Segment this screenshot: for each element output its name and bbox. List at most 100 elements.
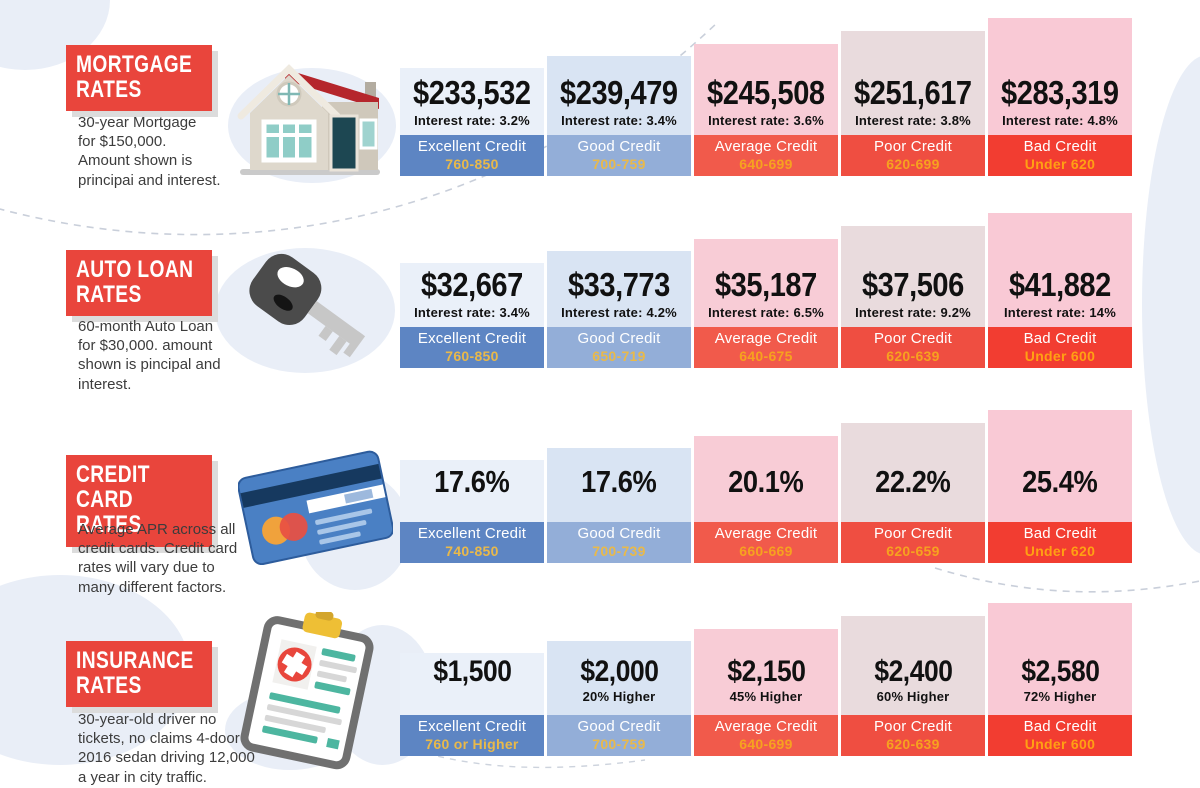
- value-column: $2,150 45% Higher Average Credit 640-699: [694, 603, 838, 756]
- rate-subtitle: Interest rate: 3.6%: [708, 113, 824, 128]
- value-card: $2,150 45% Higher: [694, 629, 838, 715]
- tier-footer: Excellent Credit 760 or Higher: [400, 715, 544, 756]
- value-column: $32,667 Interest rate: 3.4% Excellent Cred…: [400, 213, 544, 368]
- credit-range: 620-639: [886, 348, 940, 364]
- tier-name: Bad Credit: [1023, 138, 1097, 155]
- price-value: $41,882: [1009, 266, 1111, 304]
- value-column: $2,400 60% Higher Poor Credit 620-639: [841, 603, 985, 756]
- rate-subtitle: 45% Higher: [729, 689, 803, 704]
- tier-name: Poor Credit: [873, 718, 953, 735]
- value-card: 20.1%: [694, 436, 838, 522]
- credit-range: 700-759: [592, 736, 646, 752]
- rate-subtitle: 60% Higher: [876, 689, 950, 704]
- tier-name: Excellent Credit: [417, 330, 527, 347]
- tier-name: Bad Credit: [1023, 525, 1097, 542]
- credit-range: Under 620: [1024, 543, 1096, 559]
- background-blob: [1142, 55, 1200, 555]
- price-value: $2,000: [579, 654, 659, 688]
- row-description: Average APR across all credit cards. Cre…: [78, 521, 238, 596]
- value-card: $251,617 Interest rate: 3.8%: [841, 31, 985, 135]
- value-card: 17.6%: [400, 460, 544, 522]
- credit-range: 700-739: [592, 543, 646, 559]
- row-title: CREDIT CARD RATES: [76, 461, 150, 539]
- rate-subtitle: Interest rate: 4.2%: [561, 305, 677, 320]
- credit-range: 620-699: [886, 156, 940, 172]
- credit-range: Under 600: [1024, 736, 1096, 752]
- tier-name: Average Credit: [714, 330, 818, 347]
- auto-loan-columns: $32,667 Interest rate: 3.4% Excellent Cred…: [400, 213, 1138, 368]
- price-value: 17.6%: [581, 464, 657, 500]
- tier-footer: Excellent Credit 760-850: [400, 135, 544, 176]
- price-value: $2,150: [726, 654, 806, 688]
- value-column: $245,508 Interest rate: 3.6% Average Credi…: [694, 18, 838, 176]
- value-column: $33,773 Interest rate: 4.2% Good Credit 650…: [547, 213, 691, 368]
- value-column: 17.6% Excellent Credit 740-850: [400, 410, 544, 563]
- tier-footer: Poor Credit 620-639: [841, 327, 985, 368]
- value-column: $41,882 Interest rate: 14% Bad Credit Under…: [988, 213, 1132, 368]
- price-value: $35,187: [715, 266, 817, 304]
- tier-name: Poor Credit: [873, 330, 953, 347]
- tier-footer: Bad Credit Under 620: [988, 522, 1132, 563]
- rate-subtitle: Interest rate: 3.8%: [855, 113, 971, 128]
- credit-range: 640-675: [739, 348, 793, 364]
- tier-footer: Excellent Credit 760-850: [400, 327, 544, 368]
- value-card: 17.6%: [547, 448, 691, 522]
- value-card: $33,773 Interest rate: 4.2%: [547, 251, 691, 327]
- tier-footer: Poor Credit 620-659: [841, 522, 985, 563]
- credit-range: Under 620: [1024, 156, 1096, 172]
- tier-footer: Average Credit 640-699: [694, 715, 838, 756]
- rate-subtitle: Interest rate: 6.5%: [708, 305, 824, 320]
- tier-footer: Good Credit 650-719: [547, 327, 691, 368]
- value-column: $1,500 Excellent Credit 760 or Higher: [400, 603, 544, 756]
- tier-footer: Average Credit 660-669: [694, 522, 838, 563]
- value-card: 22.2%: [841, 423, 985, 522]
- auto-loan-title-box: AUTO LOAN RATES: [66, 250, 212, 317]
- insurance-columns: $1,500 Excellent Credit 760 or Higher $2,00…: [400, 603, 1138, 756]
- value-column: 17.6% Good Credit 700-739: [547, 410, 691, 563]
- credit-range: 740-850: [445, 543, 499, 559]
- value-column: 22.2% Poor Credit 620-659: [841, 410, 985, 563]
- price-value: $37,506: [862, 266, 964, 304]
- value-column: $233,532 Interest rate: 3.2% Excellent Cre…: [400, 18, 544, 176]
- price-value: $233,532: [413, 74, 531, 112]
- mortgage-title-box: MORTGAGE RATES: [66, 45, 212, 112]
- rate-subtitle: 20% Higher: [582, 689, 656, 704]
- value-card: $32,667 Interest rate: 3.4%: [400, 263, 544, 327]
- credit-range: 650-719: [592, 348, 646, 364]
- rate-subtitle: Interest rate: 14%: [1004, 305, 1116, 320]
- row-title: MORTGAGE RATES: [76, 51, 193, 104]
- value-card: $283,319 Interest rate: 4.8%: [988, 18, 1132, 135]
- tier-name: Poor Credit: [873, 525, 953, 542]
- price-value: $1,500: [432, 654, 512, 688]
- price-value: $32,667: [421, 266, 523, 304]
- tier-name: Excellent Credit: [417, 718, 527, 735]
- value-column: $2,000 20% Higher Good Credit 700-759: [547, 603, 691, 756]
- value-column: $37,506 Interest rate: 9.2% Poor Credit 620…: [841, 213, 985, 368]
- value-card: $2,400 60% Higher: [841, 616, 985, 715]
- price-value: 17.6%: [434, 464, 510, 500]
- tier-name: Excellent Credit: [417, 525, 527, 542]
- credit-range: 620-659: [886, 543, 940, 559]
- mortgage-columns: $233,532 Interest rate: 3.2% Excellent Cre…: [400, 18, 1138, 176]
- row-description: 60-month Auto Loan for $30,000. amount s…: [78, 318, 221, 393]
- value-column: $283,319 Interest rate: 4.8% Bad Credit Und…: [988, 18, 1132, 176]
- value-column: 25.4% Bad Credit Under 620: [988, 410, 1132, 563]
- rate-subtitle: Interest rate: 9.2%: [855, 305, 971, 320]
- clipboard-icon: [234, 612, 384, 770]
- tier-footer: Average Credit 640-699: [694, 135, 838, 176]
- tier-name: Good Credit: [577, 718, 661, 735]
- price-value: $33,773: [568, 266, 670, 304]
- tier-footer: Good Credit 700-759: [547, 135, 691, 176]
- tier-name: Good Credit: [577, 525, 661, 542]
- credit-range: 760-850: [445, 156, 499, 172]
- tier-name: Good Credit: [577, 330, 661, 347]
- rate-subtitle: 72% Higher: [1023, 689, 1097, 704]
- value-column: $239,479 Interest rate: 3.4% Good Credit 70…: [547, 18, 691, 176]
- value-column: $2,580 72% Higher Bad Credit Under 600: [988, 603, 1132, 756]
- row-title: INSURANCE RATES: [76, 647, 194, 700]
- price-value: $2,580: [1020, 654, 1100, 688]
- value-card: 25.4%: [988, 410, 1132, 522]
- tier-name: Poor Credit: [873, 138, 953, 155]
- tier-name: Average Credit: [714, 138, 818, 155]
